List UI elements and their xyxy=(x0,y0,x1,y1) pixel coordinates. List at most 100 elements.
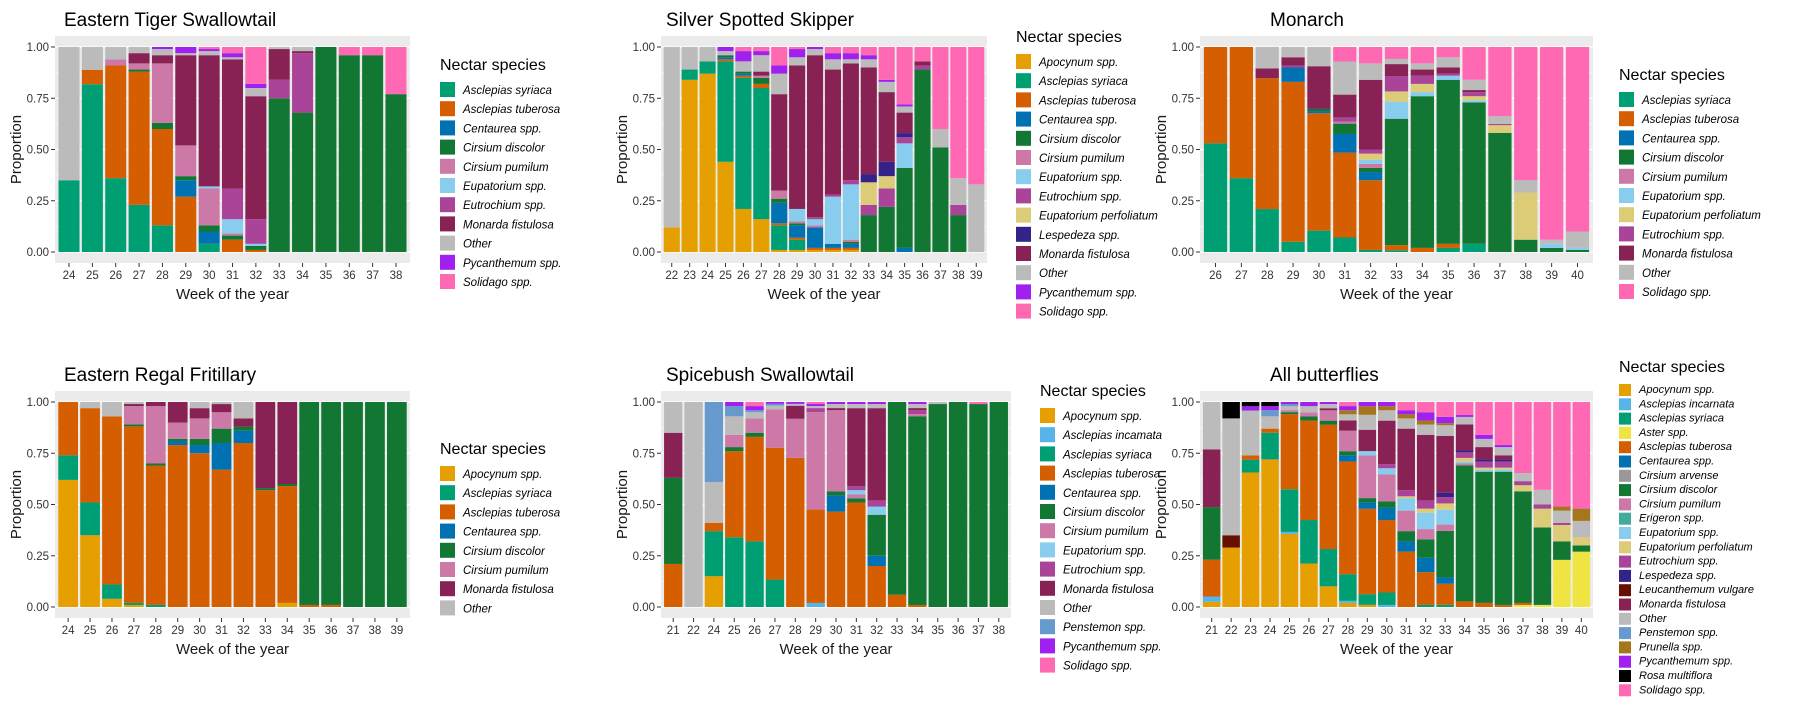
bar-segment xyxy=(1384,76,1409,92)
bar-segment xyxy=(338,55,360,253)
bar-segment xyxy=(950,204,967,216)
bar-segment xyxy=(1280,489,1299,532)
bar-segment xyxy=(663,47,680,228)
bar-segment xyxy=(765,402,785,404)
bar-segment xyxy=(1462,100,1486,103)
legend-label: Asclepias syriaca xyxy=(1038,76,1128,88)
bar-segment xyxy=(806,602,825,607)
legend-label: Cirsium pumilum xyxy=(1639,498,1721,510)
x-tick-label: 28 xyxy=(1341,625,1354,637)
legend-swatch xyxy=(1619,555,1631,568)
bar-segment xyxy=(1533,604,1552,607)
bar-segment xyxy=(1339,402,1357,407)
legend-swatch xyxy=(1619,684,1631,697)
x-tick-label: 36 xyxy=(1497,625,1510,637)
legend-label: Eupatorium perfoliatum xyxy=(1039,211,1158,223)
bar-segment xyxy=(842,47,859,54)
bar-segment xyxy=(725,447,744,452)
legend-label: Penstemon spp. xyxy=(1639,627,1719,639)
bar-segment xyxy=(860,59,877,68)
bar-segment xyxy=(189,438,210,446)
bar-segment xyxy=(704,576,724,607)
bar-segment xyxy=(1410,69,1434,76)
bar-segment xyxy=(1333,121,1357,124)
bar-segment xyxy=(847,498,866,503)
legend-swatch xyxy=(1040,600,1055,615)
bar-segment xyxy=(1514,180,1538,193)
legend-swatch xyxy=(1016,111,1031,127)
bar-segment xyxy=(1319,410,1338,421)
bar-segment xyxy=(1384,101,1409,119)
bar-segment xyxy=(1333,61,1357,95)
bar-segment xyxy=(681,79,698,252)
bar-segment xyxy=(245,243,267,246)
bar-segment xyxy=(1307,111,1331,114)
x-tick-label: 23 xyxy=(1244,625,1257,637)
bar-segment xyxy=(145,463,166,466)
legend-label: Cirsium discolor xyxy=(1639,484,1719,496)
bar-segment xyxy=(771,223,788,226)
x-tick-label: 38 xyxy=(390,270,403,282)
bar-segment xyxy=(1261,459,1279,607)
bar-segment xyxy=(699,61,716,74)
bar-segment xyxy=(1319,420,1338,425)
x-tick-label: 39 xyxy=(1555,625,1568,637)
bar-segment xyxy=(124,604,144,607)
x-tick-label: 39 xyxy=(1545,270,1558,282)
bar-segment xyxy=(151,63,173,123)
x-tick-label: 25 xyxy=(84,625,97,637)
bar-segment xyxy=(221,57,244,60)
bar-segment xyxy=(1455,450,1474,453)
x-tick-label: 27 xyxy=(755,270,768,282)
bar-segment xyxy=(151,129,173,226)
bar-segment xyxy=(968,47,985,185)
legend: Nectar species Asclepias syriaca Asclepias… xyxy=(440,57,561,289)
bar-segment xyxy=(58,479,79,607)
bar-segment xyxy=(950,215,967,252)
bar-segment xyxy=(1494,402,1513,446)
x-tick-label: 37 xyxy=(366,270,379,282)
bar-segment xyxy=(233,443,254,607)
x-tick-label: 37 xyxy=(347,625,360,637)
bar-segment xyxy=(198,47,220,50)
bar-segment xyxy=(806,412,825,510)
bar-segment xyxy=(189,445,210,454)
bar-segment xyxy=(1514,481,1532,486)
legend-swatch xyxy=(440,600,455,616)
x-tick-label: 33 xyxy=(1390,270,1403,282)
bar-segment xyxy=(128,204,150,252)
bar-segment xyxy=(1410,83,1434,93)
bar-segment xyxy=(1358,498,1377,503)
bar-segment xyxy=(1307,108,1331,112)
y-tick-label: 0.50 xyxy=(27,500,49,512)
y-axis-title: Proportion xyxy=(8,115,25,184)
bar-segment xyxy=(1416,529,1435,540)
bar-segment xyxy=(1339,430,1357,452)
bar-segment xyxy=(806,408,825,413)
legend-swatch xyxy=(1040,504,1055,519)
bar-segment xyxy=(771,249,788,252)
bar-segment xyxy=(908,402,927,405)
legend-swatch xyxy=(1016,188,1031,204)
legend-swatch xyxy=(1619,455,1631,468)
bar-segment xyxy=(806,402,825,405)
bar-segment xyxy=(704,522,724,532)
legend-title: Nectar species xyxy=(1016,29,1122,46)
bar-segment xyxy=(151,225,173,252)
bar-segment xyxy=(1533,527,1552,605)
bar-segment xyxy=(908,414,927,417)
bar-segment xyxy=(753,75,770,78)
bar-segment xyxy=(1241,459,1260,473)
bar-segment xyxy=(1436,423,1454,426)
bar-segment xyxy=(1416,508,1435,513)
bar-segment xyxy=(128,63,150,70)
x-tick-label: 29 xyxy=(171,625,184,637)
bar-segment xyxy=(699,47,716,62)
bar-segment xyxy=(1261,410,1279,417)
bar-segment xyxy=(806,249,824,252)
bar-segment xyxy=(1494,445,1513,448)
bar-segment xyxy=(847,404,866,409)
x-tick-label: 38 xyxy=(369,625,382,637)
x-tick-label: 24 xyxy=(62,625,75,637)
bar-segment xyxy=(1539,47,1564,240)
